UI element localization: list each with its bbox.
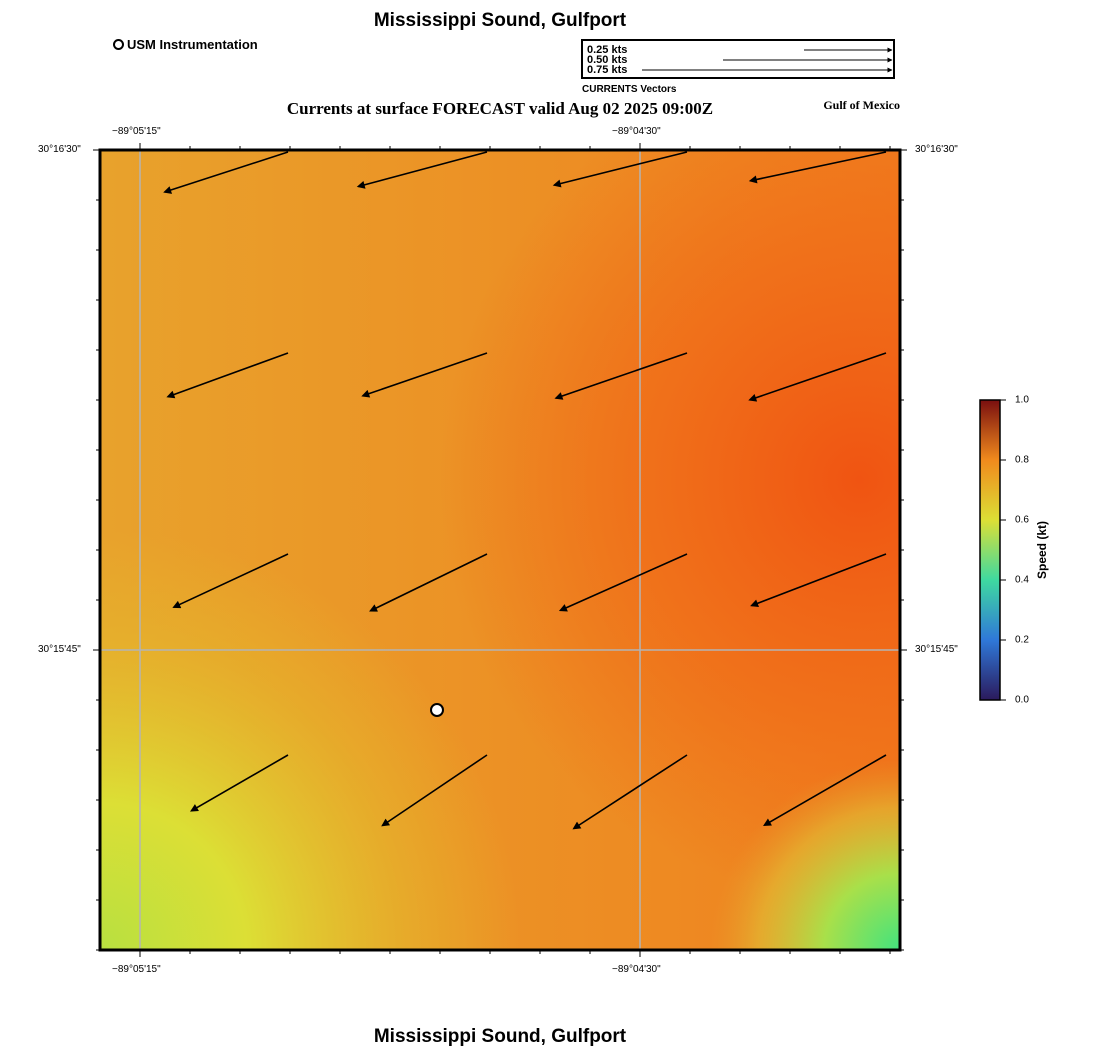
colorbar: [979, 399, 1001, 701]
lon-tick-bottom-2: −89°04'30": [612, 964, 661, 975]
current-vector-r0c3: [748, 151, 887, 184]
lat-tick-right-1: 30°16'30": [915, 144, 958, 155]
current-vector-r3c0: [190, 754, 289, 812]
colorbar-ticks: [1000, 399, 1006, 701]
vector-legend-arrows: [642, 47, 893, 73]
lat-tick-left-1: 30°16'30": [38, 144, 81, 155]
current-vector-r1c2: [554, 352, 688, 400]
colorbar-tick-label: 0.4: [1015, 574, 1029, 586]
current-vector-r0c1: [356, 151, 488, 189]
current-vector-r0c2: [552, 151, 688, 188]
current-vector-r1c1: [361, 352, 488, 398]
current-vector-r2c0: [172, 553, 289, 609]
colorbar-tick-label: 0.2: [1015, 634, 1029, 646]
lat-tick-right-2: 30°15'45": [915, 644, 958, 655]
current-vector-r0c0: [163, 151, 289, 194]
lon-tick-top-1: −89°05'15": [112, 126, 161, 137]
current-vector-r3c3: [763, 754, 887, 826]
vector-legend: 0.25 kts 0.50 kts 0.75 kts: [581, 39, 895, 79]
map-title: Mississippi Sound, Gulfport: [373, 10, 627, 31]
current-vector-r1c3: [748, 352, 887, 402]
speed-field: [100, 150, 900, 950]
current-vector-r3c1: [381, 754, 488, 827]
station-legend-label: USM Instrumentation: [127, 37, 258, 52]
vector-legend-label-025: 0.25 kts: [587, 44, 628, 56]
colorbar-tick-label: 0.6: [1015, 514, 1029, 526]
current-vector-r2c3: [750, 553, 887, 608]
station-legend: USM Instrumentation: [113, 37, 258, 52]
footer-title: Mississippi Sound, Gulfport: [373, 1026, 627, 1047]
colorbar-tick-label: 1.0: [1015, 394, 1029, 406]
current-vector-r2c1: [369, 553, 488, 612]
colorbar-tick-label: 0.8: [1015, 454, 1029, 466]
region-label: Gulf of Mexico: [823, 98, 900, 112]
current-vector-r2c2: [558, 553, 688, 612]
forecast-title: Currents at surface FORECAST valid Aug 0…: [286, 99, 714, 118]
current-vectors: [163, 151, 887, 830]
frame-ticks: [93, 143, 907, 957]
vector-legend-caption: CURRENTS Vectors: [582, 84, 677, 95]
lon-tick-top-2: −89°04'30": [612, 126, 661, 137]
station-marker[interactable]: [430, 703, 444, 717]
current-vector-r3c2: [572, 754, 688, 830]
lat-tick-left-2: 30°15'45": [38, 644, 81, 655]
lon-tick-bottom-1: −89°05'15": [112, 964, 161, 975]
vector-legend-label-075: 0.75 kts: [587, 64, 628, 76]
colorbar-tick-label: 0.0: [1015, 694, 1029, 706]
colorbar-label: Speed (kt): [1035, 520, 1049, 580]
current-vector-r1c0: [166, 352, 289, 399]
vector-legend-label-050: 0.50 kts: [587, 54, 628, 66]
station-marker-icon: [113, 39, 124, 50]
